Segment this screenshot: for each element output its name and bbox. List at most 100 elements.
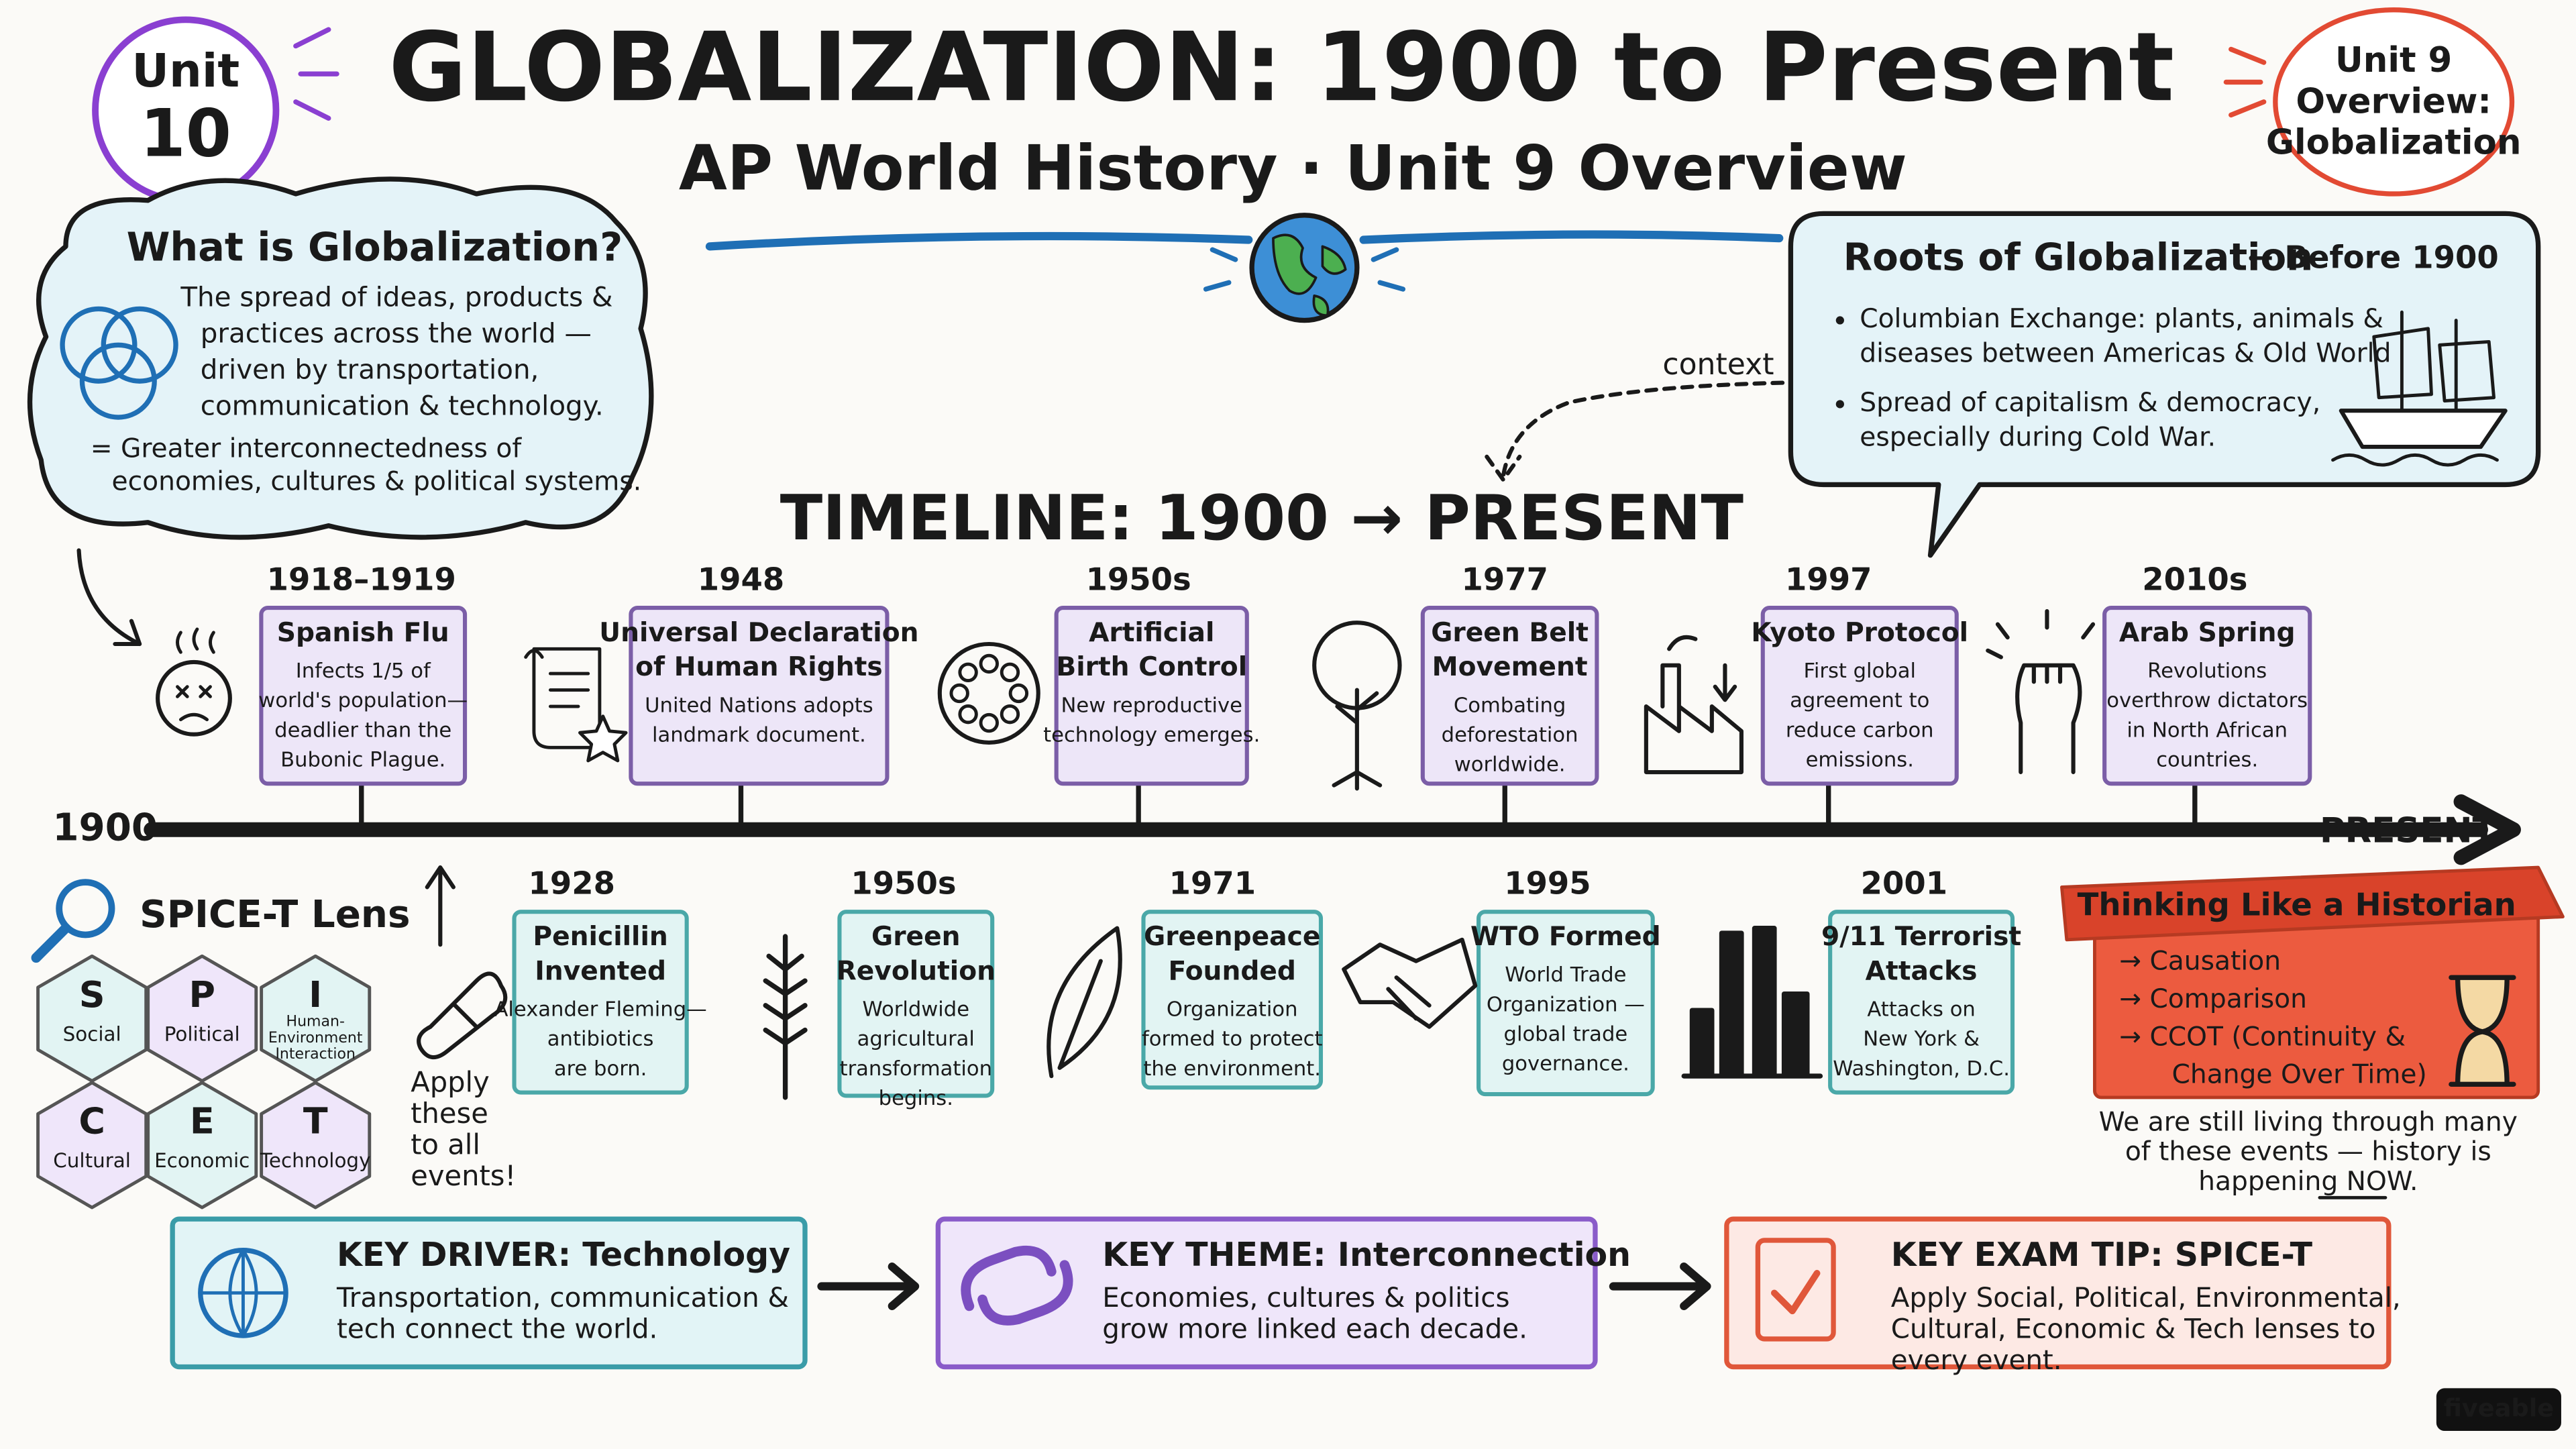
cloud-title: What is Globalization? <box>127 223 623 270</box>
event-text: governance. <box>1502 1052 1629 1075</box>
event-text: transformation <box>840 1057 992 1081</box>
event-text: New reproductive <box>1061 694 1242 718</box>
brand-badge <box>2436 1388 2561 1432</box>
icon-tree-crown <box>1312 621 1402 710</box>
spice-label: Economic <box>154 1149 250 1172</box>
historian-item: → Comparison <box>2119 984 2307 1014</box>
event-title: WTO Formed <box>1470 922 1661 952</box>
event-title: Birth Control <box>1056 652 1247 682</box>
roots-text: especially during Cold War. <box>1860 422 2216 452</box>
event-year: 1995 <box>1504 865 1591 902</box>
event-year: 2010s <box>2142 561 2247 597</box>
cloud-text: practices across the world — <box>201 317 592 350</box>
event-year: 1928 <box>529 865 615 902</box>
bullet <box>1835 400 1844 409</box>
key-text: Economies, cultures & politics <box>1102 1281 1509 1313</box>
historian-item: → CCOT (Continuity & <box>2119 1022 2406 1052</box>
icon-pill <box>949 683 969 704</box>
historian-item: Change Over Time) <box>2172 1060 2427 1090</box>
event-title: Penicillin <box>533 922 667 952</box>
historian-note: We are still living through many <box>2099 1108 2518 1138</box>
icon-magnifier <box>31 923 71 963</box>
event-text: First global <box>1803 659 1916 683</box>
badge-ray <box>2229 46 2267 65</box>
event-text: are born. <box>554 1057 647 1081</box>
badge-text: 10 <box>140 96 231 172</box>
icon-pills <box>937 641 1040 745</box>
event-card <box>1141 910 1324 1090</box>
context-label: context <box>1662 347 1774 382</box>
event-text: overthrow dictators <box>2106 689 2308 712</box>
cloud-text: The spread of ideas, products & <box>180 281 612 313</box>
event-text: Organization <box>1167 998 1298 1022</box>
historian-note: happening NOW. <box>2198 1167 2418 1197</box>
underline <box>705 230 1784 251</box>
arrow <box>817 1263 920 1311</box>
event-year: 1977 <box>1462 561 1548 597</box>
cloud-text: economies, cultures & political systems. <box>112 466 642 496</box>
event-card <box>1420 606 1599 786</box>
key-title: KEY THEME: Interconnection <box>1102 1236 1631 1274</box>
venn-icon <box>101 306 178 384</box>
ship-hull <box>2339 409 2508 449</box>
event-card <box>837 910 995 1098</box>
spice-letter: E <box>190 1100 215 1142</box>
spice-letter: P <box>189 973 215 1016</box>
icon-city <box>1681 926 1823 1079</box>
badge-text: Overview: <box>2296 81 2491 121</box>
event-text: landmark document. <box>652 724 866 747</box>
event-title: 9/11 Terrorist <box>1821 922 2021 952</box>
icon-magnifier <box>56 879 115 938</box>
globe-ray <box>1203 280 1232 292</box>
icon-leaf <box>1046 926 1122 1079</box>
cloud-text: driven by transportation, <box>201 353 539 385</box>
event-card <box>2102 606 2312 786</box>
spice-title: SPICE-T Lens <box>140 893 410 936</box>
event-text: Washington, D.C. <box>1833 1057 2010 1081</box>
historian-item: → Causation <box>2119 947 2281 977</box>
event-text: Revolutions <box>2147 659 2267 683</box>
venn-icon <box>60 306 138 384</box>
event-text: deforestation <box>1442 724 1578 747</box>
icon-globe <box>199 1248 288 1338</box>
event-title: Artificial <box>1089 618 1214 648</box>
icon-hourglass <box>2449 975 2516 1087</box>
event-text: deadlier than the <box>274 718 451 742</box>
event-text: New York & <box>1863 1028 1980 1051</box>
event-title: Spanish Flu <box>277 618 449 648</box>
globe-ray <box>1371 247 1399 262</box>
spice-hex <box>146 1081 258 1210</box>
key-box <box>170 1216 808 1370</box>
spice-label: Cultural <box>53 1149 131 1172</box>
roots-text: Spread of capitalism & democracy, <box>1860 388 2320 418</box>
event-year: 1918–1919 <box>267 561 456 597</box>
event-card <box>512 910 689 1095</box>
spice-label: Social <box>63 1022 121 1045</box>
event-text: the environment. <box>1143 1057 1321 1081</box>
event-text: World Trade <box>1505 963 1626 987</box>
spice-note: events! <box>411 1159 516 1192</box>
speech-bubble <box>1788 211 2541 558</box>
spice-letter: C <box>78 1100 105 1142</box>
event-title: Kyoto Protocol <box>1751 618 1968 648</box>
event-text: countries. <box>2156 748 2258 771</box>
venn-icon <box>79 342 157 420</box>
arrow <box>1609 1263 1711 1311</box>
icon-pill <box>979 712 999 733</box>
dashed-arrow <box>1485 380 1785 482</box>
waves <box>2331 453 2499 467</box>
key-text: Transportation, communication & <box>336 1281 789 1313</box>
event-year: 1948 <box>698 561 784 597</box>
event-year: 1950s <box>1086 561 1191 597</box>
cloud-text: = Greater interconnectedness of <box>91 434 523 464</box>
icon-pill <box>958 662 978 682</box>
historian-note: of these events — history is <box>2125 1137 2491 1167</box>
spice-label: Technology <box>260 1149 371 1172</box>
event-year: 1997 <box>1785 561 1872 597</box>
key-text: Apply Social, Political, Environmental, <box>1891 1281 2401 1313</box>
spice-hex <box>260 954 372 1083</box>
event-text: Attacks on <box>1867 998 1976 1022</box>
icon-pill <box>1000 704 1020 724</box>
key-text: grow more linked each decade. <box>1102 1313 1527 1345</box>
